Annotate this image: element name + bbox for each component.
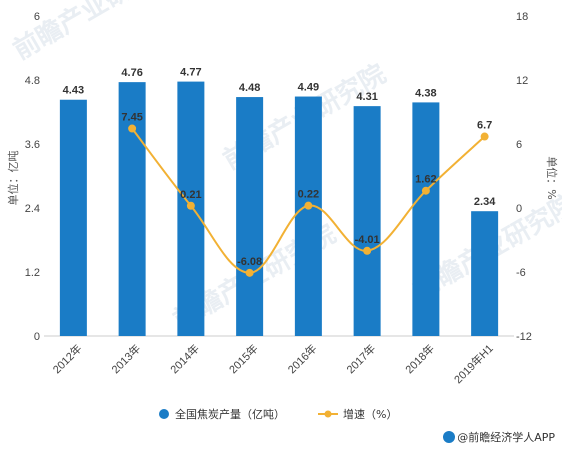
- bar: [353, 106, 381, 336]
- right-tick-label: 6: [516, 139, 522, 151]
- bar: [471, 211, 499, 336]
- right-tick-label: -6: [516, 267, 526, 279]
- source-logo-icon: [443, 431, 455, 443]
- right-tick-label: 18: [516, 11, 528, 23]
- line-value-label: 7.45: [121, 112, 142, 124]
- bar: [412, 102, 440, 337]
- bar-series: [59, 81, 499, 337]
- legend-line-marker-dot: [324, 410, 332, 418]
- line-series: [128, 124, 489, 277]
- line-point: [421, 186, 430, 195]
- category-label: 2012年: [50, 341, 85, 376]
- bar: [59, 99, 87, 336]
- line-point: [304, 201, 313, 210]
- legend-bar-marker: [159, 409, 169, 419]
- line-value-label: -4.01: [355, 234, 380, 246]
- category-label: 2017年: [343, 341, 378, 376]
- line-value-label: -6.08: [237, 256, 262, 268]
- bar-value-label: 4.77: [180, 67, 201, 79]
- right-axis-ticks: -12 -6 0 6 12 18: [516, 11, 532, 343]
- category-label: 2016年: [285, 341, 320, 376]
- left-axis-title: 单位：亿吨: [6, 151, 20, 206]
- legend: 全国焦炭产量（亿吨） 增速（%）: [159, 407, 397, 421]
- left-tick-label: 1.2: [25, 267, 40, 279]
- left-tick-label: 6: [34, 11, 40, 23]
- line-point: [480, 132, 489, 141]
- category-labels: 2012年 2013年 2014年 2015年 2016年 2017年 2018年 2019年…: [50, 341, 496, 386]
- bar: [236, 97, 264, 336]
- right-tick-label: -12: [516, 331, 532, 343]
- bar-data-labels: 4.43 4.76 4.77 4.48 4.49 4.31 4.38 2.34: [63, 67, 497, 209]
- left-axis-ticks: 0 1.2 2.4 3.6 4.8 6: [25, 11, 40, 343]
- bar: [294, 96, 322, 337]
- legend-line-label: 增速（%）: [343, 407, 397, 421]
- line-value-label: 1.62: [415, 174, 436, 186]
- legend-bar-label: 全国焦炭产量（亿吨）: [175, 407, 285, 421]
- left-tick-label: 4.8: [25, 75, 40, 87]
- line-value-label: 0.21: [180, 189, 201, 201]
- bar-value-label: 4.76: [121, 67, 142, 79]
- bar-value-label: 4.38: [415, 87, 436, 99]
- source-credit: @前瞻经济学人APP: [443, 430, 555, 444]
- category-label: 2014年: [167, 341, 202, 376]
- bar-value-label: 4.49: [298, 82, 319, 94]
- left-tick-label: 0: [34, 331, 40, 343]
- line-value-label: 6.7: [477, 120, 492, 132]
- left-tick-label: 2.4: [25, 203, 40, 215]
- category-label: 2015年: [226, 341, 261, 376]
- bar-value-label: 4.43: [63, 85, 84, 97]
- right-tick-label: 0: [516, 203, 522, 215]
- category-label: 2013年: [108, 341, 143, 376]
- line-data-labels: 7.45 0.21 -6.08 0.22 -4.01 1.62 6.7: [121, 112, 492, 268]
- right-axis-title: 单位：%: [545, 156, 559, 199]
- bar: [118, 82, 146, 336]
- line-point: [363, 246, 372, 255]
- category-label: 2018年: [402, 341, 437, 376]
- line-point: [245, 268, 254, 277]
- line-point: [186, 201, 195, 210]
- bar-value-label: 4.48: [239, 82, 260, 94]
- right-tick-label: 12: [516, 75, 528, 87]
- line-value-label: 0.22: [298, 189, 319, 201]
- line-point: [128, 124, 137, 133]
- left-tick-label: 3.6: [25, 139, 40, 151]
- watermark-text: 前瞻产业研究院: [8, 0, 181, 66]
- source-text: @前瞻经济学人APP: [457, 430, 555, 444]
- category-label: 2019年H1: [451, 341, 496, 386]
- bar-value-label: 2.34: [474, 196, 496, 208]
- bar-value-label: 4.31: [356, 91, 377, 103]
